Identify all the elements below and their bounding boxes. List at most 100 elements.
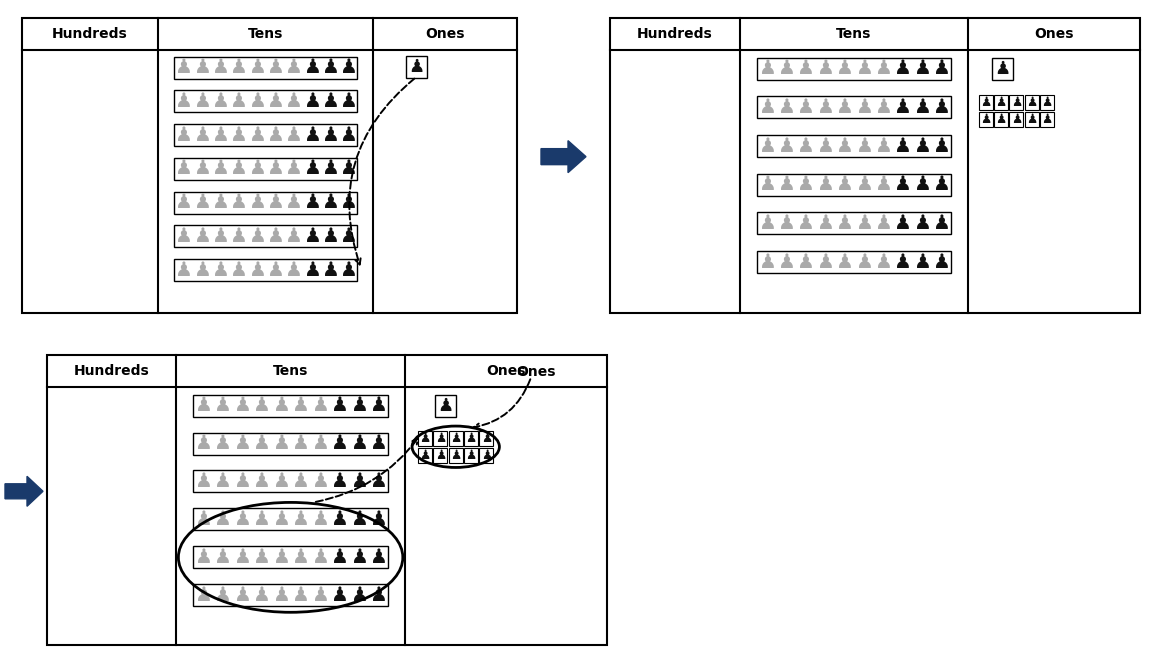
Text: ♟: ♟ bbox=[777, 252, 795, 272]
Text: ♟: ♟ bbox=[321, 125, 339, 145]
Text: ♟: ♟ bbox=[174, 227, 193, 246]
Bar bbox=[418, 431, 432, 446]
Text: ♟: ♟ bbox=[292, 434, 309, 453]
Text: ♟: ♟ bbox=[330, 396, 349, 415]
Text: ♟: ♟ bbox=[777, 59, 795, 78]
Text: ♟: ♟ bbox=[272, 472, 290, 491]
Text: ♟: ♟ bbox=[302, 159, 321, 179]
Text: ♟: ♟ bbox=[267, 260, 284, 280]
Text: Ones: Ones bbox=[516, 365, 556, 378]
Text: ♟: ♟ bbox=[213, 586, 231, 605]
Text: ♟: ♟ bbox=[1011, 96, 1022, 109]
Text: ♟: ♟ bbox=[211, 92, 228, 111]
Text: ♟: ♟ bbox=[174, 260, 193, 280]
Text: ♟: ♟ bbox=[350, 472, 368, 491]
Bar bbox=[464, 448, 478, 463]
Text: ♟: ♟ bbox=[194, 434, 211, 453]
Text: ♟: ♟ bbox=[816, 137, 833, 155]
Text: Hundreds: Hundreds bbox=[52, 27, 128, 41]
Text: ♟: ♟ bbox=[321, 159, 339, 179]
Text: ♟: ♟ bbox=[816, 98, 833, 117]
Bar bbox=[1025, 112, 1039, 127]
Text: ♟: ♟ bbox=[893, 175, 912, 195]
Text: ♟: ♟ bbox=[272, 548, 290, 567]
Text: ♟: ♟ bbox=[230, 159, 247, 179]
Text: ♟: ♟ bbox=[350, 548, 368, 567]
Bar bbox=[1010, 95, 1024, 110]
Text: ♟: ♟ bbox=[248, 92, 265, 111]
Text: ♟: ♟ bbox=[174, 58, 193, 77]
Text: ♟: ♟ bbox=[980, 96, 991, 109]
Bar bbox=[449, 448, 463, 463]
Text: ♟: ♟ bbox=[339, 159, 357, 179]
Text: ♟: ♟ bbox=[248, 193, 265, 212]
Bar bbox=[479, 448, 493, 463]
Bar bbox=[757, 96, 951, 118]
Text: ♟: ♟ bbox=[302, 260, 321, 280]
Bar bbox=[193, 432, 388, 455]
Text: ♟: ♟ bbox=[272, 510, 290, 529]
Text: ♟: ♟ bbox=[292, 396, 309, 415]
Text: ♟: ♟ bbox=[267, 193, 284, 212]
Text: ♟: ♟ bbox=[758, 137, 775, 155]
Text: ♟: ♟ bbox=[302, 58, 321, 77]
Text: ♟: ♟ bbox=[253, 586, 270, 605]
Text: ♟: ♟ bbox=[310, 396, 329, 415]
Text: ♟: ♟ bbox=[193, 260, 211, 280]
Text: ♟: ♟ bbox=[835, 175, 853, 195]
Text: ♟: ♟ bbox=[796, 214, 815, 233]
Text: ♟: ♟ bbox=[420, 432, 430, 445]
Text: ♟: ♟ bbox=[330, 472, 349, 491]
Text: ♟: ♟ bbox=[174, 125, 193, 145]
Text: ♟: ♟ bbox=[855, 98, 872, 117]
Text: ♟: ♟ bbox=[230, 227, 247, 246]
Text: ♟: ♟ bbox=[994, 60, 1010, 78]
Text: ♟: ♟ bbox=[330, 548, 349, 567]
Text: ♟: ♟ bbox=[330, 510, 349, 529]
Text: ♟: ♟ bbox=[855, 59, 872, 78]
Bar bbox=[757, 174, 951, 196]
Text: ♟: ♟ bbox=[233, 586, 250, 605]
Text: ♟: ♟ bbox=[777, 214, 795, 233]
Text: ♟: ♟ bbox=[339, 227, 357, 246]
Text: Ones: Ones bbox=[1034, 27, 1073, 41]
Text: ♟: ♟ bbox=[796, 59, 815, 78]
Text: ♟: ♟ bbox=[420, 449, 430, 462]
Text: ♟: ♟ bbox=[996, 113, 1006, 125]
Text: ♟: ♟ bbox=[369, 586, 388, 605]
Text: ♟: ♟ bbox=[339, 260, 357, 280]
Bar bbox=[1010, 112, 1024, 127]
Text: ♟: ♟ bbox=[758, 98, 775, 117]
Text: ♟: ♟ bbox=[339, 58, 357, 77]
Text: ♟: ♟ bbox=[211, 193, 228, 212]
Text: ♟: ♟ bbox=[339, 125, 357, 145]
Text: ♟: ♟ bbox=[350, 396, 368, 415]
Text: ♟: ♟ bbox=[211, 58, 228, 77]
Bar bbox=[464, 431, 478, 446]
Text: ♟: ♟ bbox=[248, 260, 265, 280]
Text: ♟: ♟ bbox=[284, 92, 302, 111]
Bar bbox=[757, 251, 951, 273]
Bar bbox=[174, 192, 358, 214]
Text: ♟: ♟ bbox=[253, 510, 270, 529]
Bar bbox=[757, 135, 951, 157]
Text: ♟: ♟ bbox=[932, 137, 950, 155]
Text: ♟: ♟ bbox=[284, 260, 302, 280]
Text: ♟: ♟ bbox=[248, 125, 265, 145]
Text: ♟: ♟ bbox=[913, 252, 930, 272]
Text: ♟: ♟ bbox=[272, 434, 290, 453]
Text: ♟: ♟ bbox=[284, 227, 302, 246]
Bar bbox=[174, 90, 358, 112]
Text: ♟: ♟ bbox=[339, 92, 357, 111]
Text: ♟: ♟ bbox=[233, 396, 250, 415]
Text: ♟: ♟ bbox=[437, 397, 454, 415]
Bar bbox=[994, 95, 1007, 110]
Text: ♟: ♟ bbox=[174, 193, 193, 212]
Text: ♟: ♟ bbox=[321, 227, 339, 246]
Text: ♟: ♟ bbox=[213, 472, 231, 491]
Text: ♟: ♟ bbox=[893, 59, 912, 78]
Text: ♟: ♟ bbox=[369, 548, 388, 567]
Text: ♟: ♟ bbox=[435, 449, 447, 462]
Bar bbox=[1040, 112, 1054, 127]
Bar bbox=[1040, 95, 1054, 110]
